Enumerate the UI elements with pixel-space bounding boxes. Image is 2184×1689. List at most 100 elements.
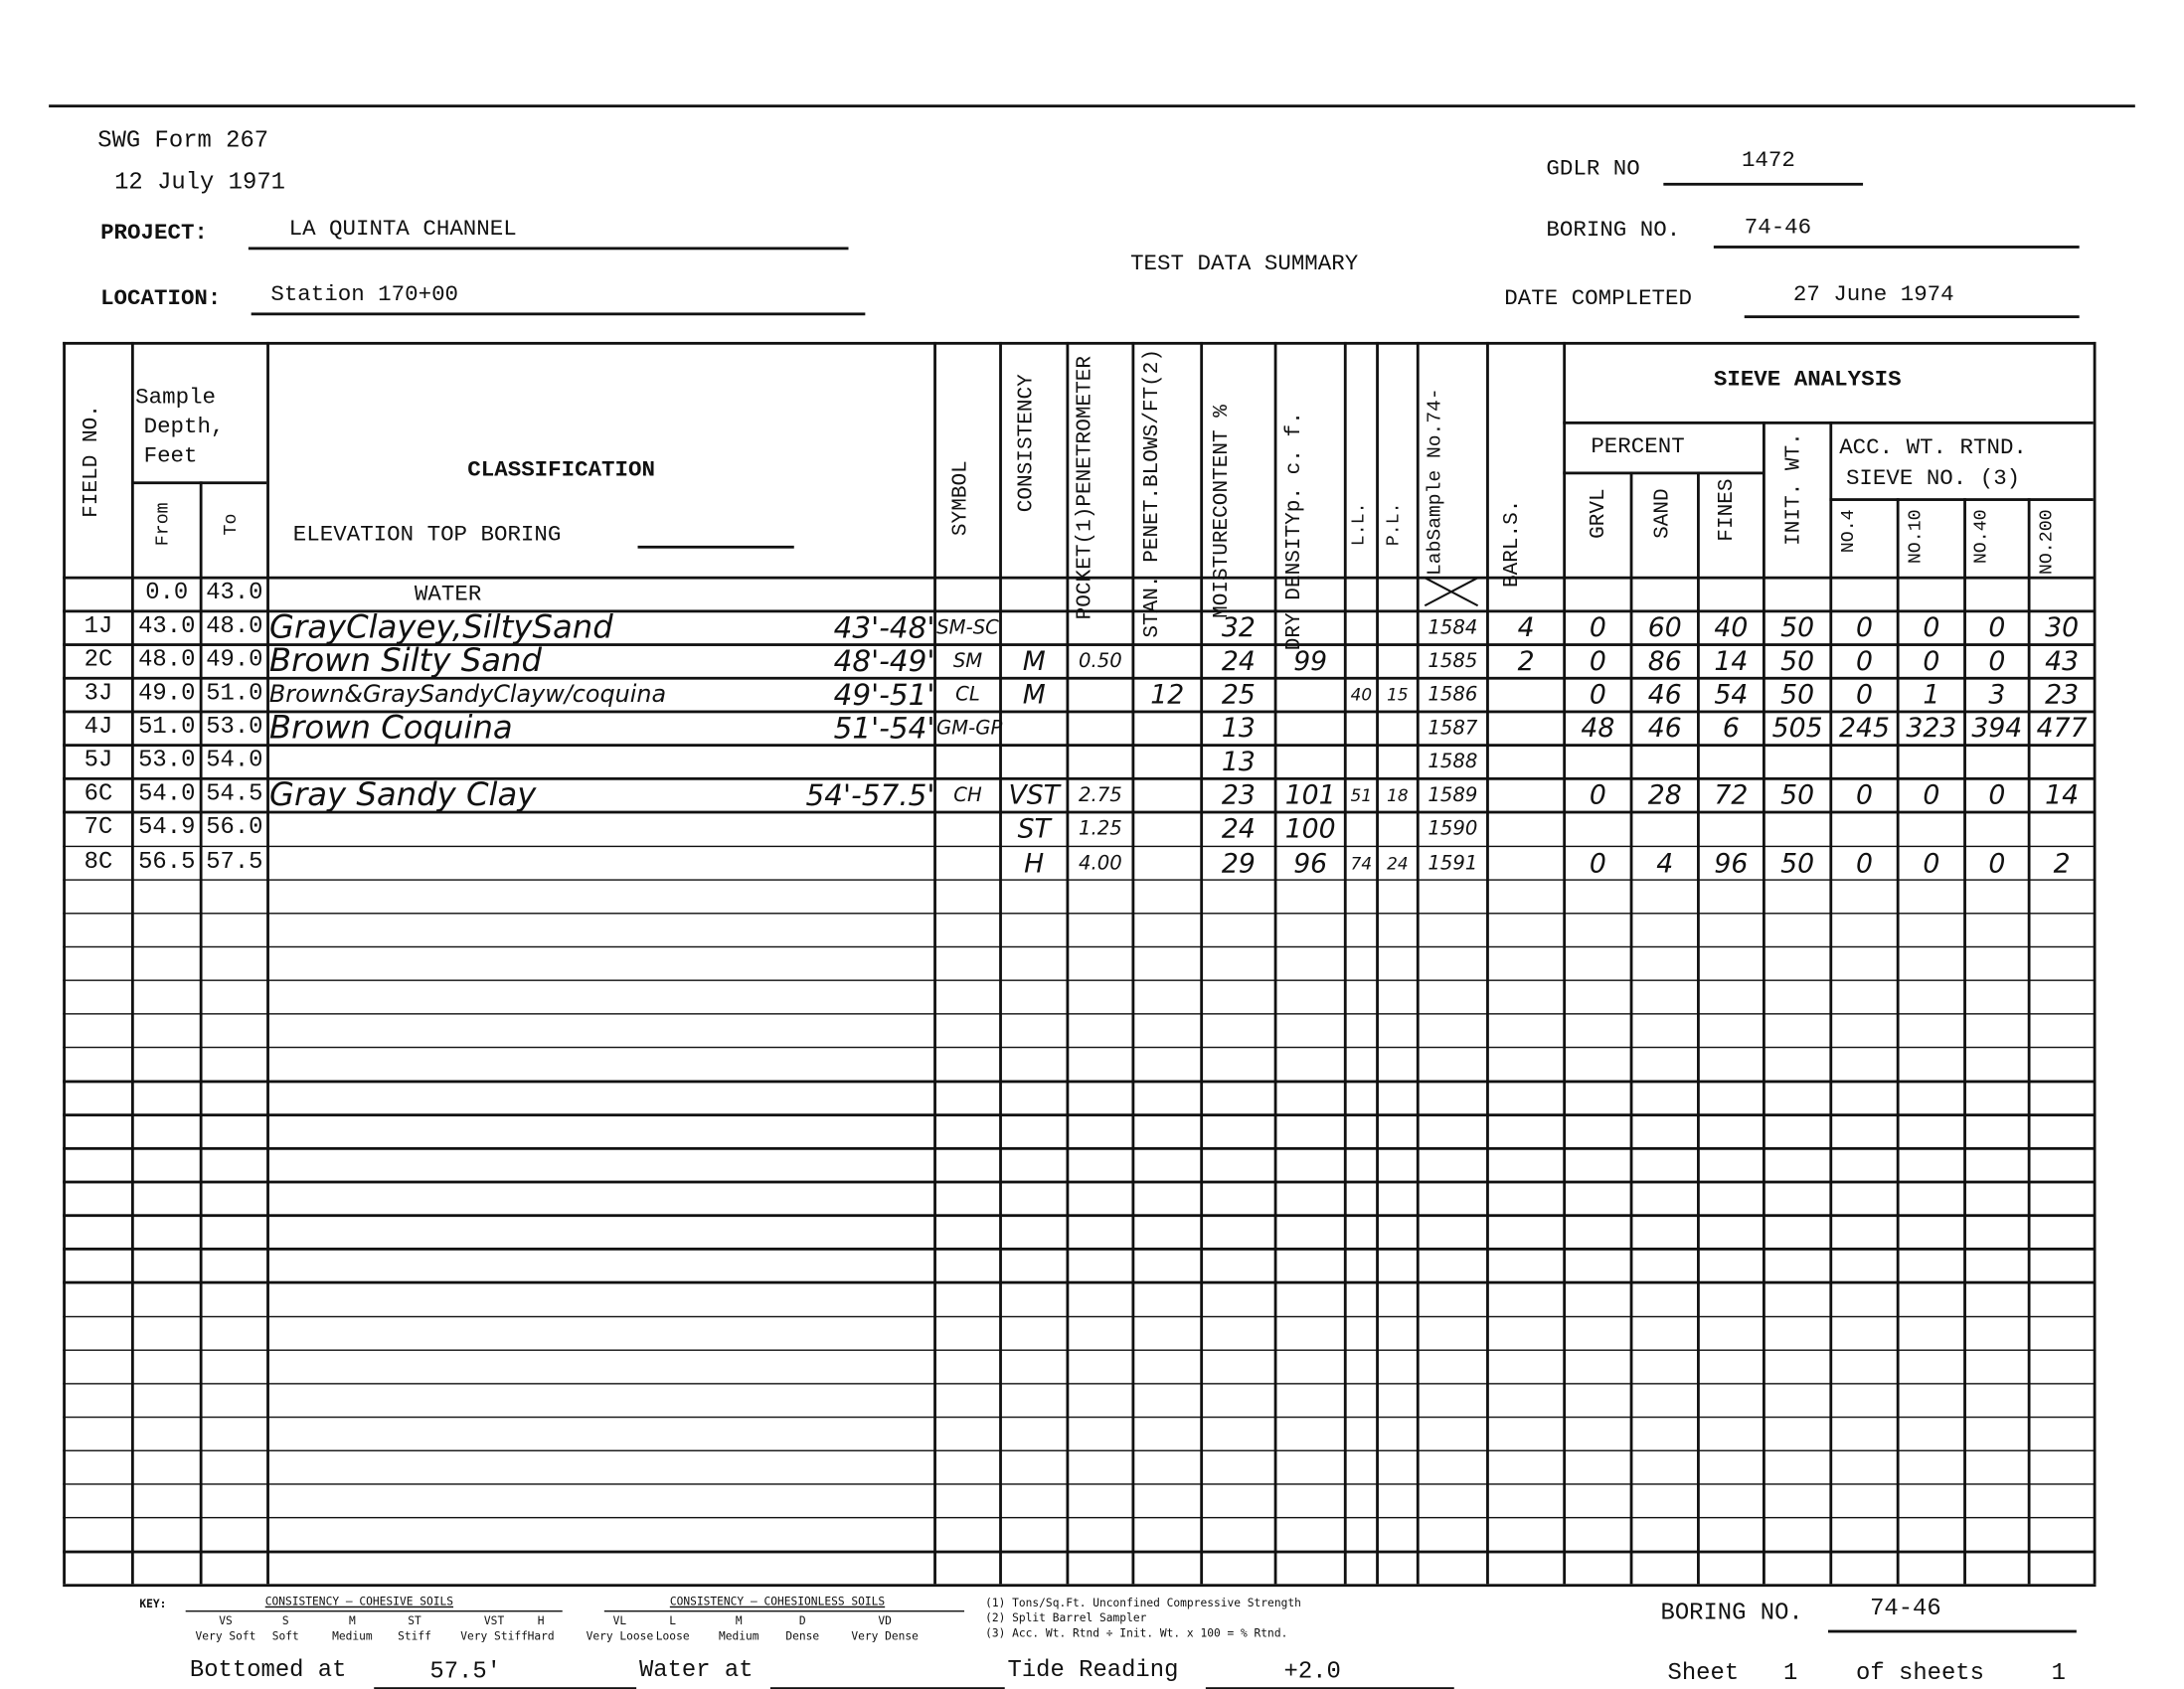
cell-stan-penet: 12	[1150, 679, 1185, 711]
location-label: LOCATION:	[100, 285, 222, 312]
key-meaning: Very Soft	[195, 1629, 256, 1643]
header-no10-2: 10	[1905, 509, 1927, 532]
row-divider	[63, 1550, 2097, 1553]
column-divider	[1963, 498, 1966, 1585]
header-sand: SAND	[1650, 488, 1675, 539]
header-dry-density-1: DRY DENSITY	[1282, 512, 1306, 651]
key-meaning: Stiff	[398, 1629, 431, 1643]
column-divider	[1563, 341, 1567, 1585]
cell-init-wt: 50	[1780, 847, 1815, 879]
key-meaning: Loose	[655, 1629, 690, 1643]
key-item: D Dense	[785, 1613, 819, 1644]
cell-no200: 43	[2045, 646, 2080, 678]
row-divider	[63, 677, 2097, 680]
cell-no4: 245	[1839, 713, 1890, 745]
cell-dry-density: 101	[1284, 780, 1336, 812]
project-underline	[248, 247, 849, 250]
cell-no200: 14	[2045, 780, 2080, 812]
column-divider	[1343, 341, 1347, 1585]
column-divider	[999, 341, 1002, 1585]
cell-fines: 14	[1714, 646, 1749, 678]
cell-no4: 0	[1855, 780, 1873, 812]
date-completed-label: DATE COMPLETED	[1504, 285, 1692, 312]
key-item: M Medium	[332, 1613, 373, 1644]
cell-pl: 15	[1387, 685, 1409, 706]
header-from: From	[152, 502, 174, 547]
row-divider	[63, 1516, 2097, 1519]
row-divider	[63, 979, 2097, 982]
cell-depth-range: 54'-57.5'	[805, 778, 935, 813]
elevation-underline	[637, 545, 794, 548]
cell-sand: 4	[1656, 847, 1674, 879]
cell-to: 54.5	[206, 781, 263, 809]
header-acc-wt: ACC. WT. RTND. SIEVE NO. (3)	[1839, 432, 2027, 494]
cell-depth-range: 51'-54'	[833, 712, 935, 747]
header-no4-1: NO.	[1837, 520, 1859, 554]
cell-no200: 23	[2045, 679, 2080, 711]
water-label: Water at	[638, 1657, 754, 1685]
footer-boring-underline	[1827, 1629, 2077, 1632]
header-no10: NO.10	[1905, 509, 1927, 564]
row-divider	[63, 576, 2097, 580]
key-note-1: (1) Tons/Sq.Ft. Unconfined Compressive S…	[985, 1596, 1301, 1609]
cell-bar-ls: 2	[1517, 646, 1535, 678]
row-divider	[63, 1483, 2097, 1486]
cell-no40: 3	[1988, 679, 2006, 711]
header-stan-2: BLOWS/FT(2)	[1139, 348, 1164, 487]
key-code: L	[669, 1614, 677, 1627]
header-acc-2: SIEVE NO. (3)	[1845, 465, 2021, 492]
cell-field-no: 8C	[84, 849, 113, 876]
column-divider	[1896, 498, 1900, 1585]
table-top-border	[63, 341, 2097, 345]
cell-sand: 28	[1647, 780, 1682, 812]
column-divider	[1697, 471, 1700, 1585]
percent-divider	[1563, 471, 1763, 475]
key-meaning: Very Loose	[586, 1629, 654, 1643]
row-divider	[63, 1348, 2097, 1352]
cell-no200: 477	[2036, 713, 2088, 745]
header-acc-1: ACC. WT. RTND.	[1839, 434, 2027, 461]
column-divider	[1486, 341, 1489, 1585]
acc-divider	[1829, 498, 2094, 501]
cell-moisture: 29	[1221, 847, 1256, 879]
key-note-2: (2) Split Barrel Sampler	[985, 1611, 1147, 1625]
boring-label: BORING NO.	[1546, 217, 1681, 244]
cell-from: 51.0	[138, 715, 196, 742]
column-divider	[1762, 421, 1765, 1585]
column-divider	[130, 341, 134, 1585]
of-sheets-value: 1	[2051, 1660, 2066, 1688]
cell-no40: 0	[1988, 612, 2006, 644]
header-sample-depth-1: Sample	[135, 385, 217, 411]
header-elevation: ELEVATION TOP BORING	[292, 522, 562, 548]
row-divider	[63, 1449, 2097, 1452]
header-consistency: CONSISTENCY	[1014, 374, 1039, 513]
header-moisture: MOISTURECONTENT %	[1210, 405, 1234, 618]
header-bar-1: BAR	[1500, 550, 1524, 589]
boring-underline	[1713, 246, 2080, 249]
key-meaning: Dense	[785, 1629, 820, 1643]
cell-field-no: 4J	[84, 715, 113, 742]
top-rule	[49, 104, 2135, 107]
row-divider	[63, 845, 2097, 848]
cell-lab-sample-no: 1589	[1428, 784, 1478, 807]
column-divider	[933, 341, 936, 1585]
cell-fines: 96	[1714, 847, 1749, 879]
cell-lab-sample-no: 1587	[1428, 717, 1478, 741]
location-underline	[251, 312, 866, 315]
cell-no10: 0	[1923, 847, 1940, 879]
cell-lab-sample-no: 1584	[1428, 616, 1478, 640]
header-symbol: SYMBOL	[948, 460, 973, 537]
cell-from: 0.0	[145, 580, 189, 607]
cell-no4: 0	[1855, 847, 1873, 879]
header-classification: CLASSIFICATION	[467, 457, 655, 483]
cell-from: 54.9	[138, 815, 196, 843]
cell-ll: 40	[1350, 685, 1373, 706]
key-meaning: Soft	[271, 1629, 299, 1643]
cell-fines: 6	[1722, 713, 1740, 745]
key-label: KEY:	[139, 1598, 167, 1610]
header-bar-2: L.S.	[1500, 499, 1524, 551]
key-code: VL	[612, 1614, 627, 1627]
cell-init-wt: 50	[1780, 646, 1815, 678]
column-divider	[266, 341, 269, 1585]
cell-from: 56.5	[138, 849, 196, 876]
